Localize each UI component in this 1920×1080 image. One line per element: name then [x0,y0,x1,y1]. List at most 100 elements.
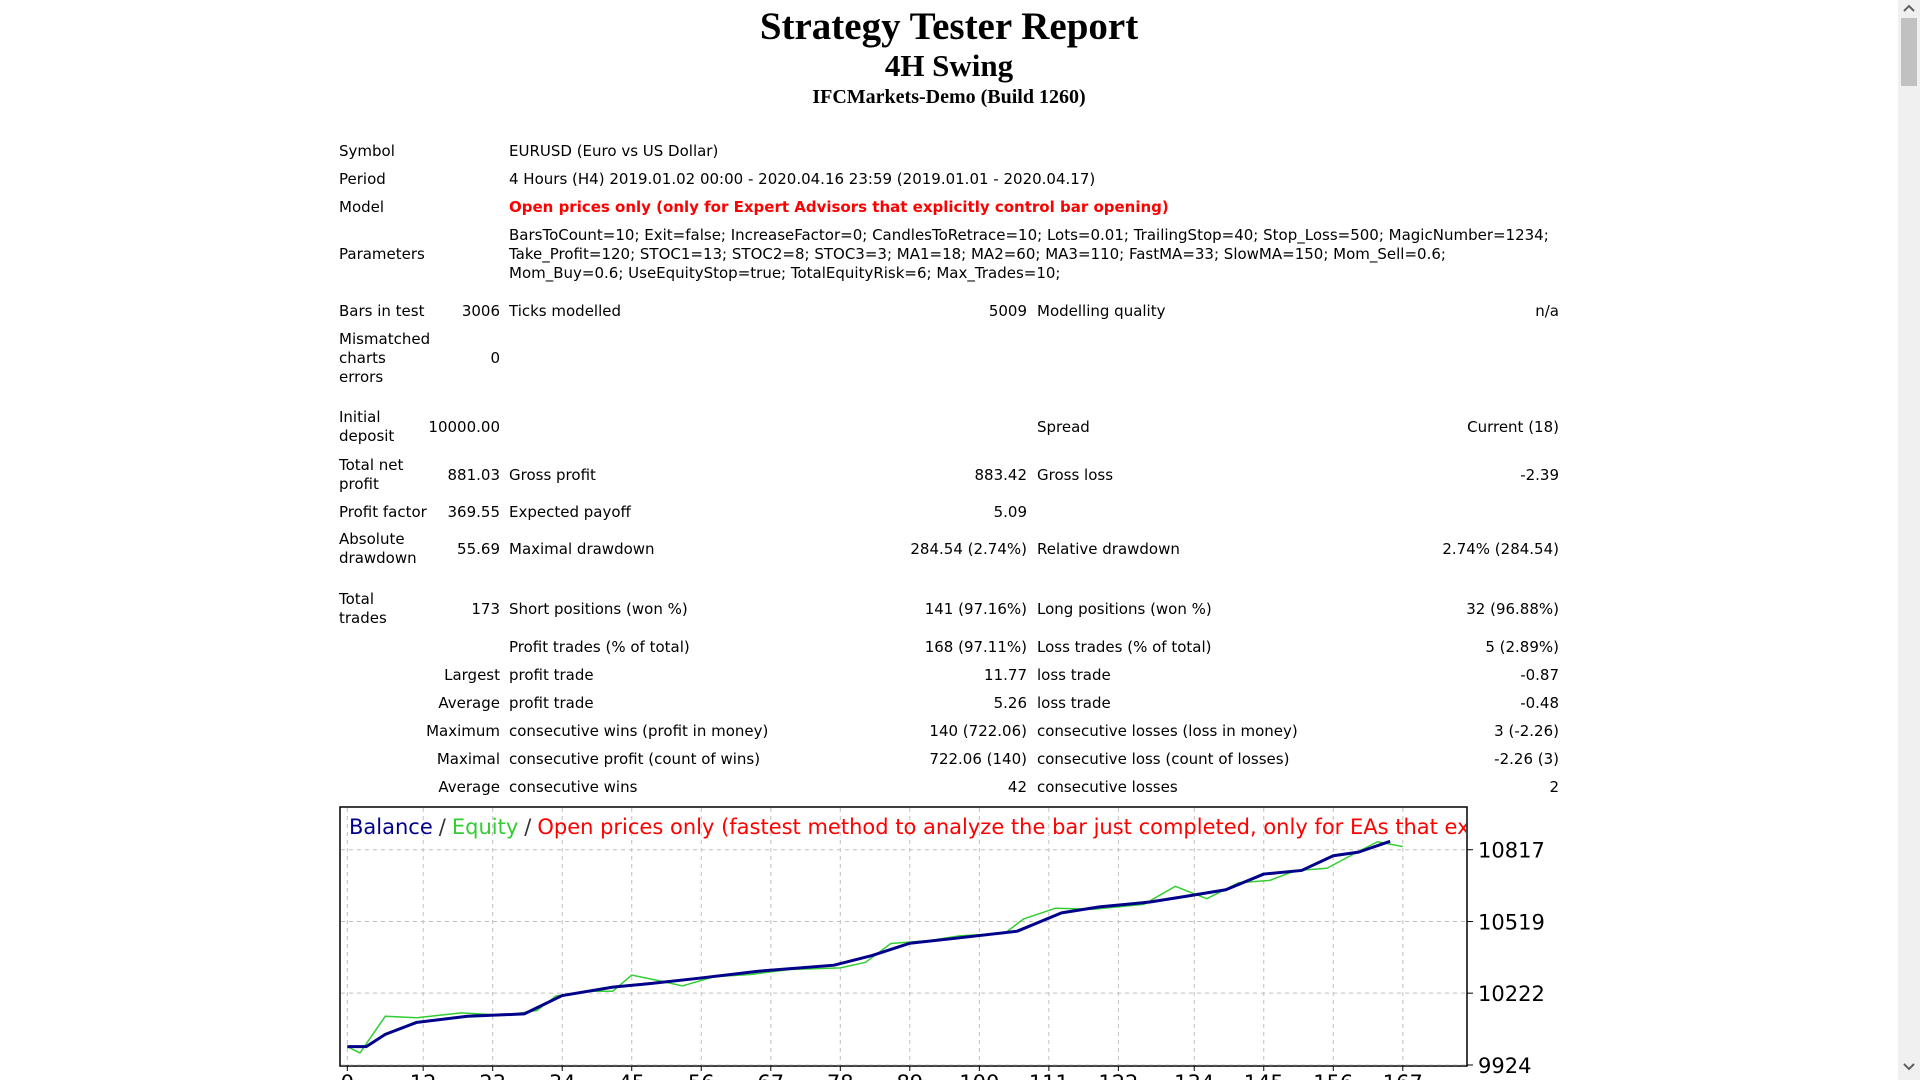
scroll-up-arrow[interactable] [1903,4,1915,12]
cell-text: 5009 [988,301,1027,320]
row-value: BarsToCount=10; Exit=false; IncreaseFact… [509,225,1549,283]
row-value: 140 (722.06) [827,721,1027,741]
row-value: Maximal drawdown [509,530,929,568]
cell-text: consecutive losses (loss in money) [1037,721,1298,740]
row-value: consecutive wins (profit in money) [509,721,929,741]
row-value: consecutive losses [1037,777,1367,797]
legend-entry: Equity [452,815,518,839]
row-value: 10000.00 [420,408,500,446]
cell-text: 168 (97.11%) [924,637,1027,656]
cell-text: Relative drawdown [1037,539,1180,558]
row-value: EURUSD (Euro vs US Dollar) [509,141,1549,161]
cell-text: 5 (2.89%) [1485,637,1559,656]
cell-text: 881.03 [447,465,501,484]
row-value: Expected payoff [509,502,929,522]
report-subtitle: 4H Swing [884,48,1014,83]
row-label: Initial deposit [339,408,429,446]
row-value: -0.48 [1359,693,1559,713]
cell-text: Parameters [339,244,425,263]
cell-text: Ticks modelled [509,301,622,320]
x-tick-label: 89 [896,1071,923,1080]
cell-text: 284.54 (2.74%) [910,539,1027,558]
row-label: Profit factor [339,502,429,522]
row-value: 42 [827,777,1027,797]
cell-text: Absolute drawdown [339,530,417,567]
cell-text: 55.69 [457,539,500,558]
row-label: Bars in test [339,301,429,321]
plot-frame [339,806,1468,1067]
row-value: 369.55 [420,502,501,522]
row-value: 3 (-2.26) [1359,721,1559,741]
row-value: Gross profit [509,456,929,494]
cell-text: Loss trades (% of total) [1037,637,1212,656]
cell-text: EURUSD (Euro vs US Dollar) [509,141,719,160]
scroll-thumb[interactable] [1901,18,1917,86]
cell-text: Total trades [339,590,387,627]
x-tick-label: 145 [1244,1071,1284,1080]
cell-text: 140 (722.06) [929,721,1027,740]
row-value: 5 (2.89%) [1359,637,1559,657]
row-value: 5.26 [827,693,1027,713]
row-value: Short positions (won %) [509,590,929,628]
cell-text: Symbol [339,141,395,160]
cell-text: 722.06 (140) [929,749,1027,768]
row-label: Model [339,197,429,217]
cell-text: Modelling quality [1037,301,1166,320]
legend-separator: / [439,815,447,839]
legend-separator: / [524,815,532,839]
cell-text: -0.48 [1520,693,1559,712]
legend: Balance / Equity / Open prices only (fastest… [349,815,1759,839]
row-value: 141 (97.16%) [827,590,1027,628]
legend-note: Open prices only (fastest method to anal… [537,815,1759,839]
row-value: Long positions (won %) [1037,590,1367,628]
scrollbar[interactable] [1898,0,1920,1080]
row-value: consecutive wins [509,777,929,797]
cell-text: profit trade [509,693,594,712]
x-tick-label: 23 [479,1071,506,1080]
row-value: -0.87 [1359,665,1559,685]
row-value: Current (18) [1359,408,1559,446]
cell-text: 10000.00 [428,417,500,436]
cell-text: consecutive losses [1037,777,1178,796]
x-tick-label: 122 [1098,1071,1138,1080]
cell-text: Expected payoff [509,502,631,521]
x-tick-label: 167 [1383,1071,1423,1080]
cell-text: Bars in test [339,301,425,320]
row-value: consecutive loss (count of losses) [1037,749,1367,769]
x-tick-label: 56 [688,1071,715,1080]
cell-text: Initial deposit [339,408,395,445]
x-tick-label: 34 [549,1071,576,1080]
row-value: 881.03 [420,456,501,494]
cell-text: Average [438,693,500,712]
cell-text: Maximal [436,749,500,768]
cell-text: Profit trades (% of total) [509,637,690,656]
cell-text: consecutive wins [509,777,638,796]
x-tick-label: 156 [1313,1071,1353,1080]
row-value: 3006 [420,301,500,321]
cell-text: Short positions (won %) [509,599,688,618]
row-value: 173 [420,590,500,628]
cell-text: 3 (-2.26) [1494,721,1559,740]
x-tick-label: 100 [959,1071,999,1080]
row-value: Relative drawdown [1037,530,1367,568]
x-tick-label: 45 [618,1071,645,1080]
x-tick-label: 0 [341,1071,354,1080]
row-value: -2.39 [1359,456,1559,494]
cell-text: Profit factor [339,502,427,521]
cell-text: consecutive wins (profit in money) [509,721,769,740]
cell-text: Maximal drawdown [509,539,655,558]
cell-text: 369.55 [447,502,501,521]
x-tick-label: 78 [827,1071,854,1080]
scroll-down-arrow[interactable] [1903,1063,1915,1071]
cell-text: Average [438,777,500,796]
cell-text: 11.77 [984,665,1027,684]
row-value: 0 [420,329,500,387]
cell-text: BarsToCount=10; Exit=false; IncreaseFact… [509,225,1549,282]
cell-text: 2 [1549,777,1559,796]
cell-text: Gross profit [509,465,596,484]
cell-text: Spread [1037,417,1090,436]
scrollbar-graphics [1901,4,1917,1071]
row-value: 4 Hours (H4) 2019.01.02 00:00 - 2020.04.… [509,169,1549,189]
row-label: Total trades [339,590,394,628]
cell-text: -0.87 [1520,665,1559,684]
